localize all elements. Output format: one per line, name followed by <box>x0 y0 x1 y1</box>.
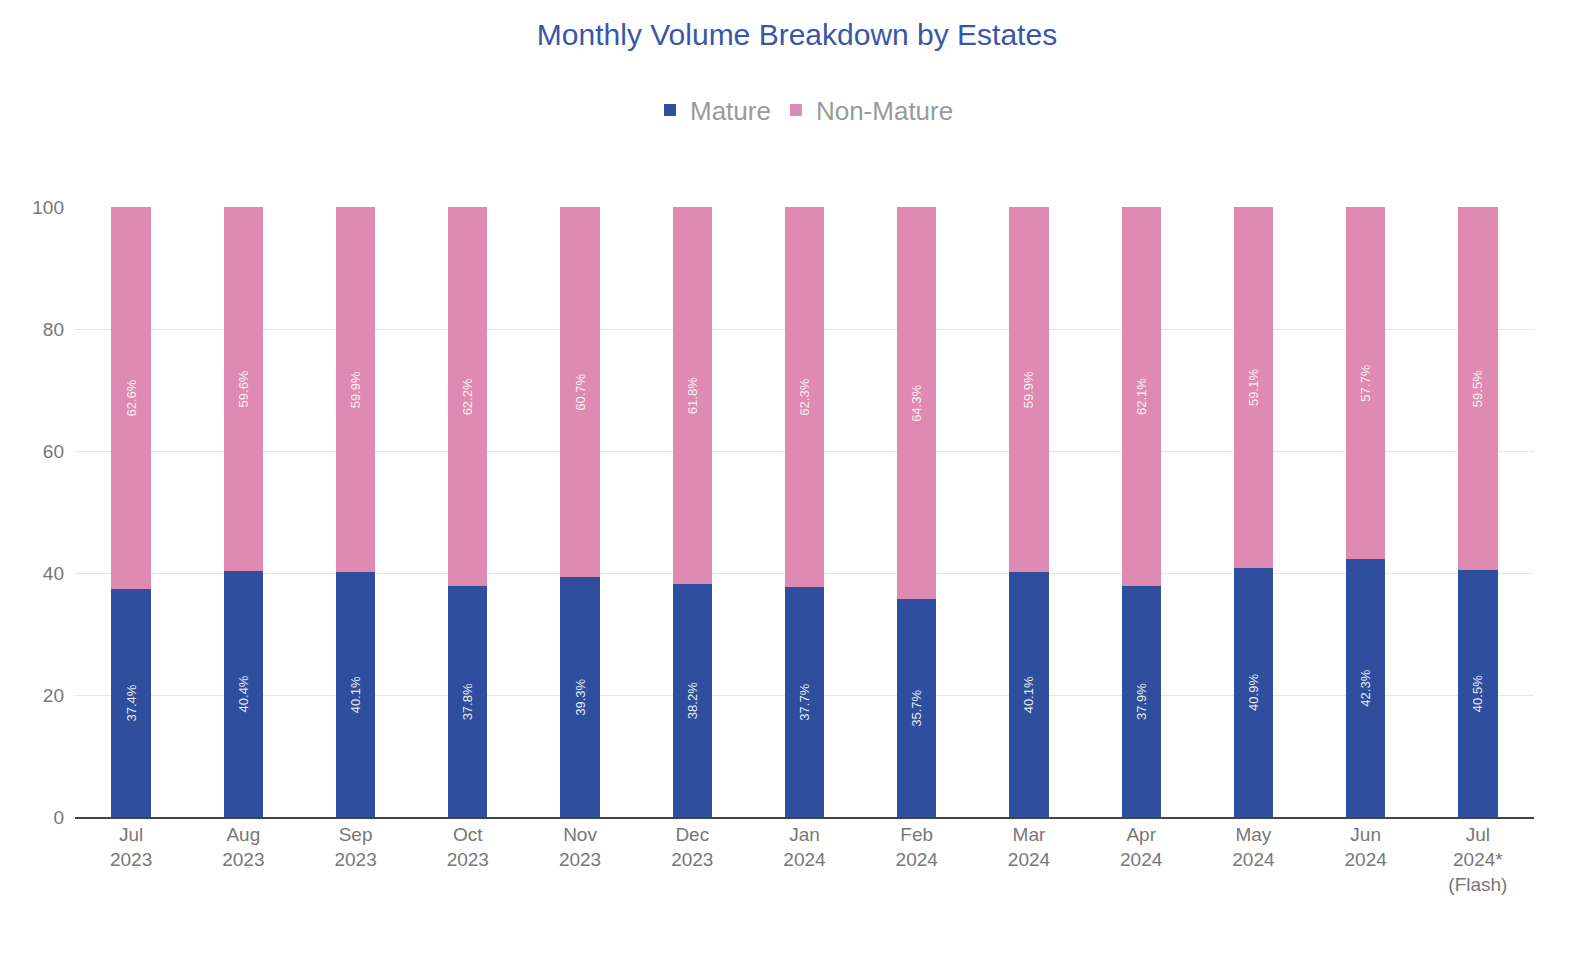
svg-text:59.1%: 59.1% <box>1246 369 1261 406</box>
svg-text:64.3%: 64.3% <box>909 384 924 421</box>
svg-text:37.8%: 37.8% <box>460 683 475 720</box>
svg-text:37.7%: 37.7% <box>797 683 812 720</box>
svg-text:40: 40 <box>43 563 64 584</box>
svg-text:35.7%: 35.7% <box>909 689 924 726</box>
svg-text:Non-Mature: Non-Mature <box>816 96 953 126</box>
svg-text:39.3%: 39.3% <box>573 678 588 715</box>
svg-text:60.7%: 60.7% <box>573 373 588 410</box>
svg-text:Mar2024: Mar2024 <box>1008 824 1051 870</box>
svg-text:62.3%: 62.3% <box>797 378 812 415</box>
svg-text:37.9%: 37.9% <box>1134 683 1149 720</box>
svg-text:0: 0 <box>53 807 64 828</box>
svg-text:Sep2023: Sep2023 <box>334 824 376 870</box>
svg-text:62.1%: 62.1% <box>1134 378 1149 415</box>
svg-text:Jul2024*(Flash): Jul2024*(Flash) <box>1448 824 1507 894</box>
svg-text:Feb2024: Feb2024 <box>896 824 939 870</box>
svg-text:42.3%: 42.3% <box>1358 669 1373 706</box>
svg-text:80: 80 <box>43 319 64 340</box>
svg-text:Nov2023: Nov2023 <box>559 824 601 870</box>
svg-text:62.6%: 62.6% <box>124 379 139 416</box>
svg-text:37.4%: 37.4% <box>124 684 139 721</box>
svg-text:Jan2024: Jan2024 <box>783 824 826 870</box>
svg-text:100: 100 <box>32 197 64 218</box>
svg-text:59.5%: 59.5% <box>1470 370 1485 407</box>
svg-text:40.5%: 40.5% <box>1470 675 1485 712</box>
svg-text:40.4%: 40.4% <box>236 675 251 712</box>
svg-text:59.9%: 59.9% <box>1021 371 1036 408</box>
svg-text:Dec2023: Dec2023 <box>671 824 713 870</box>
svg-text:40.9%: 40.9% <box>1246 674 1261 711</box>
svg-text:38.2%: 38.2% <box>685 682 700 719</box>
svg-text:Monthly Volume Breakdown by Es: Monthly Volume Breakdown by Estates <box>537 18 1057 51</box>
svg-text:Apr2024: Apr2024 <box>1120 824 1163 870</box>
svg-text:May2024: May2024 <box>1232 824 1275 870</box>
svg-text:59.6%: 59.6% <box>236 370 251 407</box>
svg-text:40.1%: 40.1% <box>1021 676 1036 713</box>
svg-text:Mature: Mature <box>690 96 771 126</box>
svg-text:61.8%: 61.8% <box>685 377 700 414</box>
svg-text:60: 60 <box>43 441 64 462</box>
svg-text:20: 20 <box>43 685 64 706</box>
svg-text:Oct2023: Oct2023 <box>447 824 489 870</box>
svg-text:Jun2024: Jun2024 <box>1345 824 1388 870</box>
svg-text:62.2%: 62.2% <box>460 378 475 415</box>
svg-text:Jul2023: Jul2023 <box>110 824 152 870</box>
svg-text:57.7%: 57.7% <box>1358 364 1373 401</box>
svg-text:Aug2023: Aug2023 <box>222 824 264 870</box>
svg-text:59.9%: 59.9% <box>348 371 363 408</box>
svg-text:40.1%: 40.1% <box>348 676 363 713</box>
